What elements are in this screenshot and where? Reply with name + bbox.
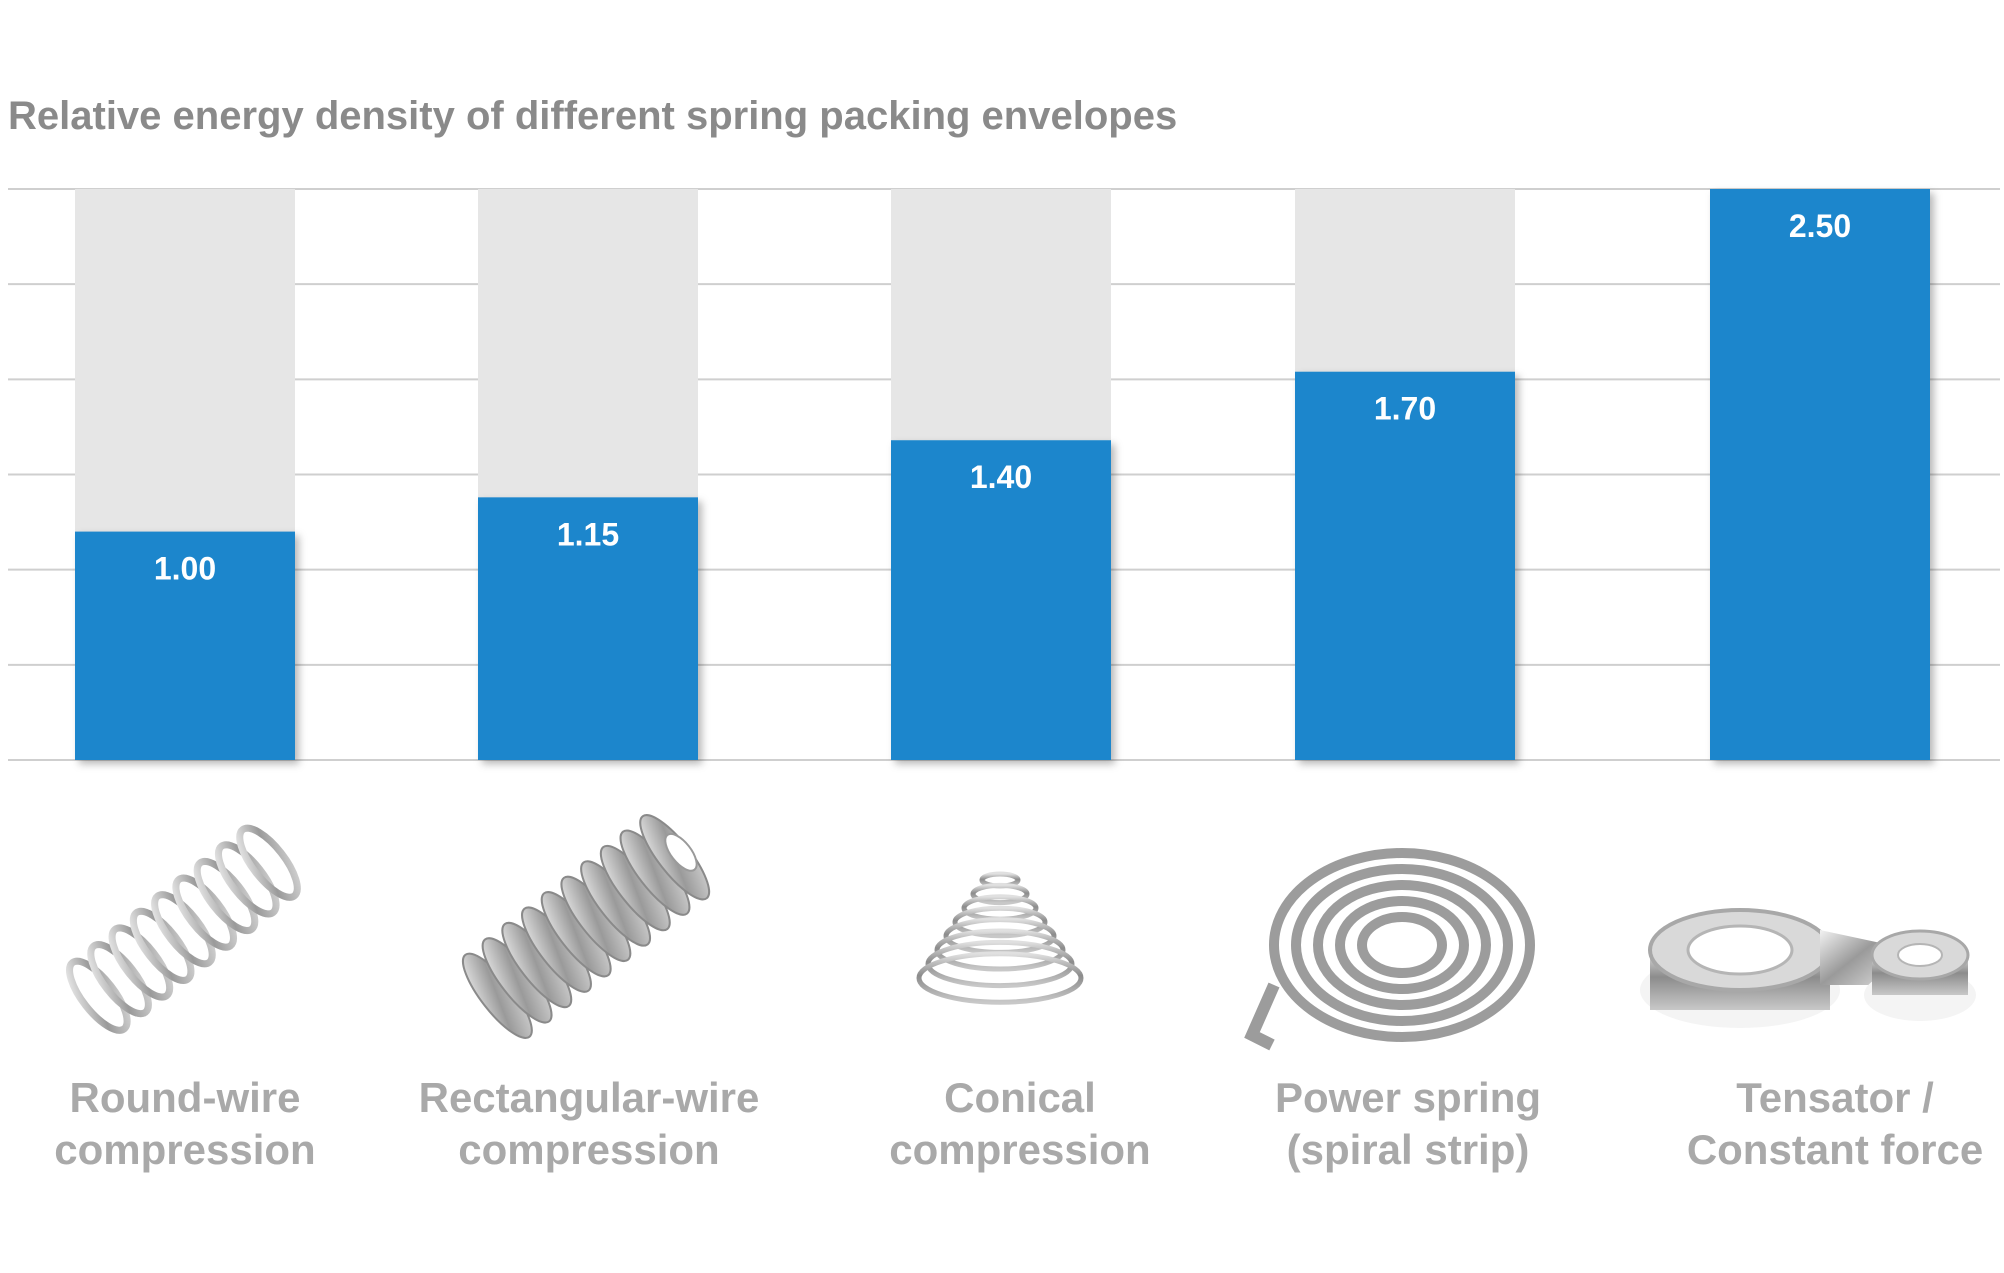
bar-value-label: 1.40 xyxy=(970,459,1032,495)
bar xyxy=(1710,189,1930,760)
bar xyxy=(891,440,1111,760)
category-label-rectangular-wire: Rectangular-wire compression xyxy=(418,1074,760,1173)
constant-force-spring-icon xyxy=(1640,908,1976,1028)
bar-value-label: 1.70 xyxy=(1374,391,1436,427)
category-label-conical: Conical compression xyxy=(889,1074,1151,1173)
bar xyxy=(75,531,295,760)
round-wire-spring-icon xyxy=(66,824,301,1034)
category-label-power-spring: Power spring (spiral strip) xyxy=(1274,1074,1542,1173)
bar-value-labels: 1.00 1.15 1.40 1.70 2.50 xyxy=(154,208,1851,587)
power-spring-icon xyxy=(1244,848,1535,1051)
rectangular-wire-spring-icon xyxy=(461,814,711,1039)
bars xyxy=(75,189,1930,760)
category-label-constant-force: Tensator / Constant force xyxy=(1686,1074,1984,1173)
chart-title: Relative energy density of different spr… xyxy=(8,94,1178,138)
bar xyxy=(478,497,698,760)
bar-value-label: 1.00 xyxy=(154,551,216,587)
category-label-round-wire: Round-wire compression xyxy=(54,1074,316,1173)
conical-spring-icon xyxy=(916,871,1084,1005)
bar xyxy=(1295,371,1515,760)
bar-value-label: 1.15 xyxy=(557,516,619,552)
bar-value-label: 2.50 xyxy=(1789,208,1851,244)
